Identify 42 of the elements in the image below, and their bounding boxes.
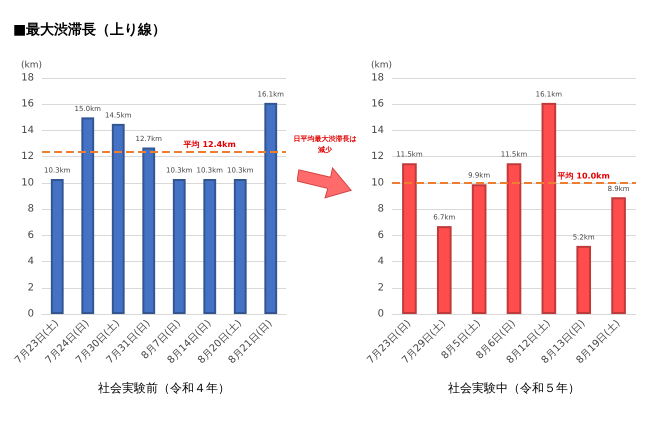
y-tick-label: 4 xyxy=(378,256,384,268)
y-tick-label: 6 xyxy=(28,230,34,241)
y-axis-title: (km) xyxy=(370,60,392,70)
bar xyxy=(402,163,417,314)
bar xyxy=(264,102,278,314)
y-tick-label: 14 xyxy=(371,124,384,136)
y-tick-label: 12 xyxy=(371,151,384,162)
y-tick-label: 14 xyxy=(21,124,34,136)
y-tick-label: 10 xyxy=(21,177,34,188)
y-tick-label: 10 xyxy=(371,177,384,188)
y-tick-label: 2 xyxy=(28,282,34,294)
y-tick-label: 8 xyxy=(28,204,34,215)
bar xyxy=(542,102,556,314)
y-tick-label: 6 xyxy=(378,230,384,241)
bar xyxy=(234,178,247,314)
y-tick-label: 18 xyxy=(371,72,384,84)
bar xyxy=(611,197,626,314)
y-tick-label: 0 xyxy=(28,308,34,320)
bar xyxy=(81,117,94,314)
y-axis-title: (km) xyxy=(20,60,42,70)
bar xyxy=(50,178,64,314)
y-tick-label: 2 xyxy=(378,282,384,294)
x-axis-title: 社会実験前（令和４年） xyxy=(98,381,230,395)
ref-line-label: 平均 12.4km xyxy=(182,140,236,149)
ref-line-label: 平均 10.0km xyxy=(556,171,610,180)
bar xyxy=(112,124,125,314)
bar xyxy=(142,147,156,314)
y-tick-label: 16 xyxy=(371,98,384,110)
x-axis-title: 社会実験中（令和５年） xyxy=(448,381,580,395)
bar xyxy=(576,246,592,314)
y-tick-label: 8 xyxy=(378,204,384,215)
chart-title: ■最大渋滞長（上り線） xyxy=(13,22,166,38)
bar xyxy=(506,163,522,314)
y-tick-label: 0 xyxy=(378,308,384,320)
bar xyxy=(436,226,452,314)
y-tick-label: 18 xyxy=(21,72,34,84)
bar xyxy=(472,184,486,314)
bar xyxy=(203,178,216,314)
y-tick-label: 12 xyxy=(21,151,34,162)
y-tick-label: 4 xyxy=(28,256,34,268)
y-tick-label: 16 xyxy=(21,98,34,110)
bar xyxy=(172,178,186,314)
